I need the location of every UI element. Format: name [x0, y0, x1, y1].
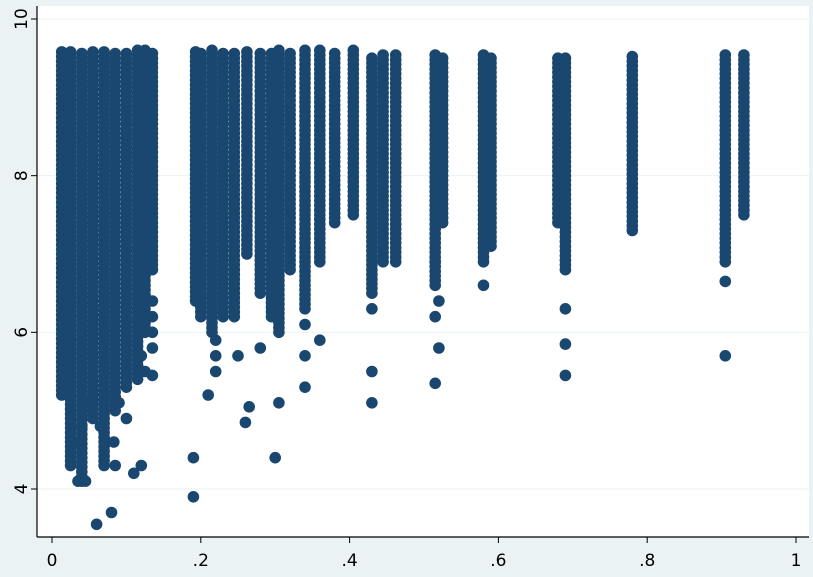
data-point — [83, 397, 95, 409]
plot-area — [37, 6, 809, 537]
data-point — [299, 318, 311, 331]
data-point — [299, 381, 311, 394]
data-point — [273, 397, 285, 409]
data-point — [109, 459, 121, 472]
data-point — [146, 310, 159, 323]
data-point — [299, 44, 311, 57]
y-tick-label-1: 6 — [12, 327, 32, 338]
data-point — [429, 310, 442, 323]
data-point — [243, 401, 255, 413]
axes — [36, 6, 809, 538]
data-point — [206, 44, 218, 57]
data-point — [254, 342, 267, 354]
y-tick-label-0: 4 — [12, 484, 32, 495]
x-tick-label-5: 1 — [791, 551, 802, 571]
data-point — [98, 389, 110, 401]
data-point — [209, 365, 222, 378]
data-point — [228, 47, 241, 60]
data-point — [366, 365, 378, 378]
data-point — [109, 47, 121, 60]
data-point — [98, 46, 110, 58]
data-point — [209, 334, 222, 347]
data-point — [377, 49, 389, 61]
data-point — [485, 52, 497, 64]
data-point — [559, 369, 572, 382]
data-point — [738, 49, 750, 61]
data-points — [55, 44, 750, 531]
data-point — [90, 518, 103, 531]
data-point — [314, 334, 326, 347]
data-point — [436, 52, 449, 64]
data-point — [719, 49, 732, 61]
data-point — [433, 295, 445, 307]
y-tick-label-2: 8 — [12, 170, 32, 181]
data-point — [429, 377, 442, 390]
data-point — [146, 47, 159, 60]
data-point — [254, 47, 267, 60]
data-point — [94, 420, 107, 433]
data-point — [366, 303, 378, 315]
data-point — [55, 46, 68, 58]
data-point — [195, 47, 207, 60]
data-point — [559, 52, 572, 64]
ticks: 0 .2 .4 .6 .8 1 4 6 8 10 — [12, 8, 801, 571]
data-point — [108, 436, 120, 448]
x-tick-label-4: .8 — [639, 551, 655, 571]
data-point — [429, 255, 442, 268]
data-point — [120, 412, 133, 425]
data-point — [273, 44, 285, 57]
data-point — [559, 303, 572, 315]
data-point — [113, 397, 125, 409]
data-point — [389, 49, 402, 61]
data-point — [146, 326, 159, 339]
data-point — [105, 506, 118, 519]
x-tick-label-1: .2 — [193, 551, 209, 571]
data-point — [366, 397, 378, 409]
data-point — [232, 350, 244, 362]
data-point — [241, 46, 253, 58]
data-point — [128, 467, 140, 480]
data-point — [187, 491, 200, 503]
data-point — [135, 350, 148, 362]
data-point — [719, 350, 732, 362]
x-tick-label-0: 0 — [47, 551, 58, 571]
data-point — [559, 338, 572, 350]
data-point — [135, 459, 148, 472]
data-point — [64, 46, 77, 58]
x-tick-label-2: .4 — [341, 551, 357, 571]
data-point — [284, 47, 296, 60]
data-point — [146, 342, 159, 354]
data-point — [68, 436, 81, 448]
gridlines — [37, 18, 809, 490]
x-tick-label-3: .6 — [490, 551, 506, 571]
data-point — [209, 350, 222, 362]
data-point — [239, 416, 252, 429]
data-point — [433, 342, 445, 354]
data-point — [477, 279, 490, 292]
y-tick-label-3: 10 — [12, 8, 32, 30]
data-point — [269, 451, 282, 464]
data-point — [202, 389, 214, 401]
data-point — [146, 295, 159, 307]
data-point — [299, 350, 311, 362]
data-point — [79, 475, 92, 488]
data-point — [217, 47, 229, 60]
data-point — [626, 50, 639, 63]
data-point — [76, 420, 88, 433]
data-point — [120, 47, 133, 60]
data-point — [366, 52, 378, 64]
data-point — [87, 46, 99, 58]
data-point — [314, 44, 326, 57]
data-point — [76, 47, 88, 60]
data-point — [347, 44, 360, 57]
data-point — [139, 365, 151, 378]
data-point — [328, 47, 341, 60]
data-point — [187, 451, 200, 464]
data-point — [719, 275, 732, 288]
